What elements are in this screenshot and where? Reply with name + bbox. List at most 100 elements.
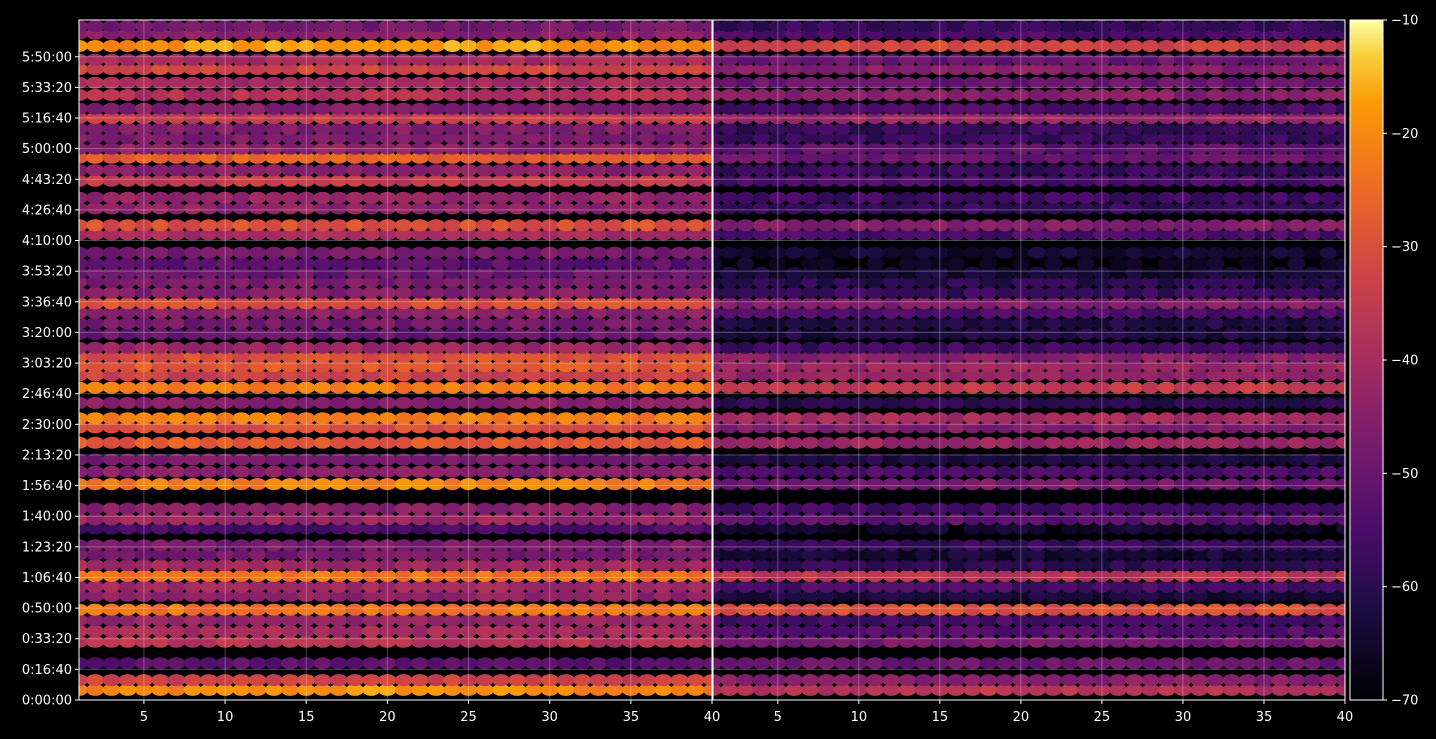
heatmap-cell: [1190, 122, 1209, 135]
heatmap-cell: [947, 306, 966, 319]
heatmap-cell: [524, 151, 543, 164]
heatmap-cell: [1336, 683, 1345, 696]
heatmap-cell: [866, 317, 885, 330]
heatmap-cell: [995, 102, 1014, 115]
heatmap-cell: [817, 453, 836, 466]
heatmap-cell: [1222, 465, 1241, 478]
heatmap-cell: [394, 539, 413, 552]
heatmap-cell: [768, 341, 787, 354]
heatmap-cell: [1255, 603, 1273, 616]
heatmap-cell: [703, 257, 712, 270]
heatmap-cell: [297, 89, 316, 101]
heatmap-cell: [720, 421, 739, 434]
heatmap-cell: [1255, 174, 1273, 187]
heatmap-cell: [1141, 20, 1160, 33]
heatmap-cell: [1206, 228, 1225, 241]
heatmap-cell: [86, 40, 105, 52]
heatmap-cell: [1141, 306, 1160, 319]
heatmap-cell: [492, 396, 510, 409]
heatmap-cell: [752, 286, 771, 299]
heatmap-cell: [297, 381, 316, 394]
heatmap-cell: [1173, 40, 1192, 52]
heatmap-cell: [329, 683, 348, 696]
heatmap-cell: [1141, 421, 1160, 434]
heatmap-cell: [199, 151, 218, 164]
heatmap-cell: [1206, 102, 1225, 115]
heatmap-cell: [1255, 522, 1273, 535]
heatmap-cell: [1141, 53, 1160, 66]
heatmap-cell: [1287, 625, 1306, 638]
heatmap-cell: [866, 164, 885, 177]
heatmap-cell: [264, 559, 283, 572]
heatmap-cell: [573, 625, 592, 638]
heatmap-cell: [1011, 453, 1030, 466]
heatmap-cell: [459, 257, 478, 270]
heatmap-cell: [654, 20, 673, 33]
heatmap-cell: [963, 635, 982, 648]
heatmap-cell: [199, 76, 218, 89]
heatmap-cell: [524, 122, 543, 135]
heatmap-cell: [183, 131, 202, 144]
heatmap-cell: [1028, 569, 1047, 582]
heatmap-cell: [573, 369, 592, 382]
heatmap-cell: [1255, 580, 1273, 593]
heatmap-cell: [264, 453, 283, 466]
heatmap-cell: [1255, 635, 1273, 648]
heatmap-cell: [1060, 317, 1079, 330]
heatmap-cell: [833, 360, 852, 373]
heatmap-cell: [1271, 396, 1290, 409]
heatmap-cell: [1271, 412, 1290, 425]
heatmap-cell: [248, 328, 267, 340]
heatmap-cell: [1271, 63, 1290, 75]
heatmap-cell: [459, 502, 478, 515]
heatmap-cell: [394, 266, 413, 279]
heatmap-cell: [118, 453, 137, 466]
heatmap-cell: [362, 396, 381, 409]
heatmap-cell: [720, 657, 739, 670]
heatmap-cell: [768, 569, 787, 582]
heatmap-cell: [1092, 341, 1111, 354]
heatmap-cell: [151, 286, 170, 299]
heatmap-cell: [801, 465, 820, 478]
heatmap-cell: [785, 164, 803, 177]
heatmap-cell: [1287, 513, 1306, 526]
heatmap-cell: [167, 436, 186, 449]
heatmap-cell: [232, 674, 251, 687]
heatmap-cell: [86, 63, 105, 75]
heatmap-cell: [882, 228, 901, 241]
heatmap-cell: [995, 396, 1014, 409]
heatmap-cell: [638, 381, 657, 394]
heatmap-cell: [1336, 174, 1345, 187]
heatmap-cell: [86, 102, 105, 115]
heatmap-cell: [1044, 266, 1063, 279]
heatmap-cell: [979, 20, 998, 33]
heatmap-cell: [833, 674, 852, 687]
heatmap-cell: [1303, 350, 1322, 363]
heatmap-cell: [713, 341, 722, 354]
heatmap-cell: [345, 142, 364, 155]
heatmap-cell: [248, 122, 267, 135]
heatmap-cell: [785, 246, 803, 259]
heatmap-cell: [866, 635, 885, 648]
heatmap-cell: [849, 191, 868, 204]
heatmap-cell: [914, 228, 933, 241]
heatmap-cell: [232, 603, 251, 616]
heatmap-cell: [1076, 131, 1095, 144]
heatmap-cell: [930, 89, 949, 101]
heatmap-cell: [686, 412, 705, 425]
heatmap-cell: [638, 478, 657, 491]
heatmap-cell: [898, 548, 917, 561]
heatmap-cell: [394, 580, 413, 593]
heatmap-cell: [199, 589, 218, 602]
heatmap-cell: [670, 122, 689, 135]
heatmap-cell: [849, 539, 868, 552]
heatmap-cell: [264, 341, 283, 354]
heatmap-cell: [801, 603, 820, 616]
heatmap-cell: [1238, 275, 1257, 288]
heatmap-cell: [427, 122, 446, 135]
heatmap-cell: [1238, 614, 1257, 627]
heatmap-cell: [720, 76, 739, 89]
heatmap-cell: [410, 266, 429, 279]
heatmap-cell: [427, 559, 446, 572]
heatmap-cell: [378, 202, 397, 215]
